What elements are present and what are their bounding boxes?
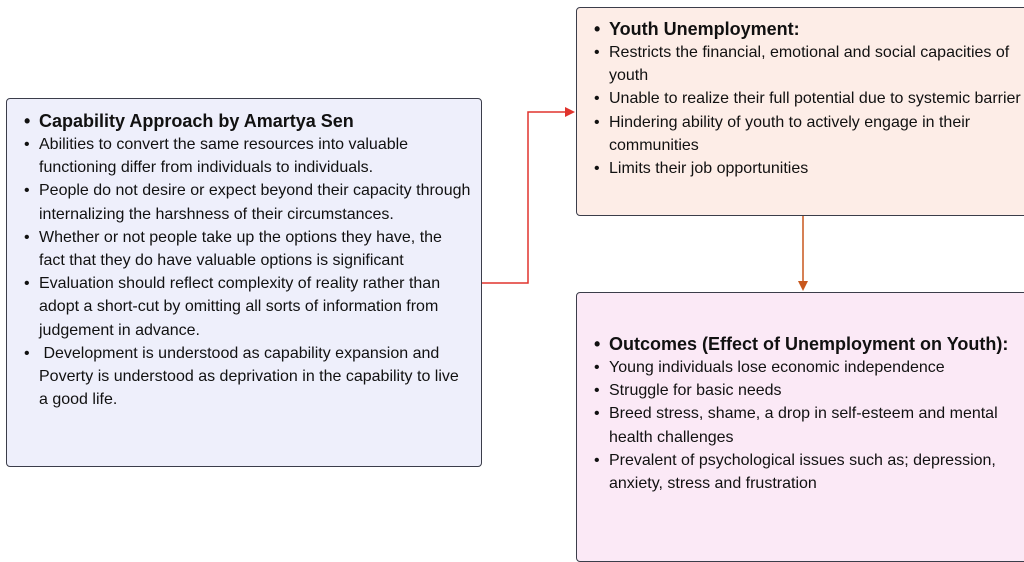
bullet-item: Development is understood as capability …: [24, 342, 471, 412]
bullet-item: Abilities to convert the same resources …: [24, 133, 471, 179]
arrow-head: [565, 107, 575, 117]
bullet-list: Capability Approach by Amartya SenAbilit…: [24, 109, 471, 411]
bullet-item: Prevalent of psychological issues such a…: [594, 449, 1024, 495]
bullet-item: Unable to realize their full potential d…: [594, 87, 1024, 110]
bullet-item: Restricts the financial, emotional and s…: [594, 41, 1024, 87]
bullet-item: Young individuals lose economic independ…: [594, 356, 1024, 379]
bullet-item: Limits their job opportunities: [594, 157, 1024, 180]
bullet-list: Youth Unemployment:Restricts the financi…: [594, 17, 1024, 180]
node-title: Outcomes (Effect of Unemployment on Yout…: [594, 332, 1024, 356]
bullet-item: Hindering ability of youth to actively e…: [594, 111, 1024, 157]
bullet-item: Evaluation should reflect complexity of …: [24, 272, 471, 342]
bullet-item: Breed stress, shame, a drop in self-este…: [594, 402, 1024, 448]
bullet-list: Outcomes (Effect of Unemployment on Yout…: [594, 332, 1024, 495]
node: Outcomes (Effect of Unemployment on Yout…: [576, 292, 1024, 562]
bullet-item: People do not desire or expect beyond th…: [24, 179, 471, 225]
node-title: Capability Approach by Amartya Sen: [24, 109, 471, 133]
arrow-line: [482, 111, 566, 284]
node-title: Youth Unemployment:: [594, 17, 1024, 41]
bullet-item: Whether or not people take up the option…: [24, 226, 471, 272]
arrow-head: [798, 281, 808, 291]
bullet-item: Struggle for basic needs: [594, 379, 1024, 402]
node: Youth Unemployment:Restricts the financi…: [576, 7, 1024, 216]
node: Capability Approach by Amartya SenAbilit…: [6, 98, 482, 467]
